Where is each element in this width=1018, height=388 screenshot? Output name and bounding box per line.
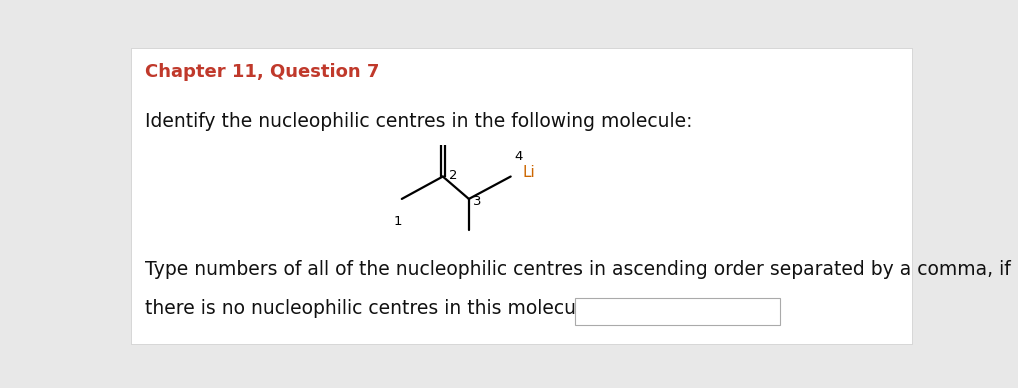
Text: Type numbers of all of the nucleophilic centres in ascending order separated by : Type numbers of all of the nucleophilic … — [145, 260, 1010, 279]
Text: Identify the nucleophilic centres in the following molecule:: Identify the nucleophilic centres in the… — [145, 112, 692, 131]
FancyBboxPatch shape — [574, 298, 780, 325]
Text: 4: 4 — [514, 150, 523, 163]
Text: there is no nucleophilic centres in this molecule type "None".: there is no nucleophilic centres in this… — [145, 299, 718, 318]
Text: Chapter 11, Question 7: Chapter 11, Question 7 — [145, 63, 379, 81]
Text: Li: Li — [522, 165, 535, 180]
Text: 3: 3 — [472, 196, 482, 208]
Text: 1: 1 — [394, 215, 402, 228]
Text: 2: 2 — [449, 168, 458, 182]
FancyBboxPatch shape — [131, 48, 912, 344]
